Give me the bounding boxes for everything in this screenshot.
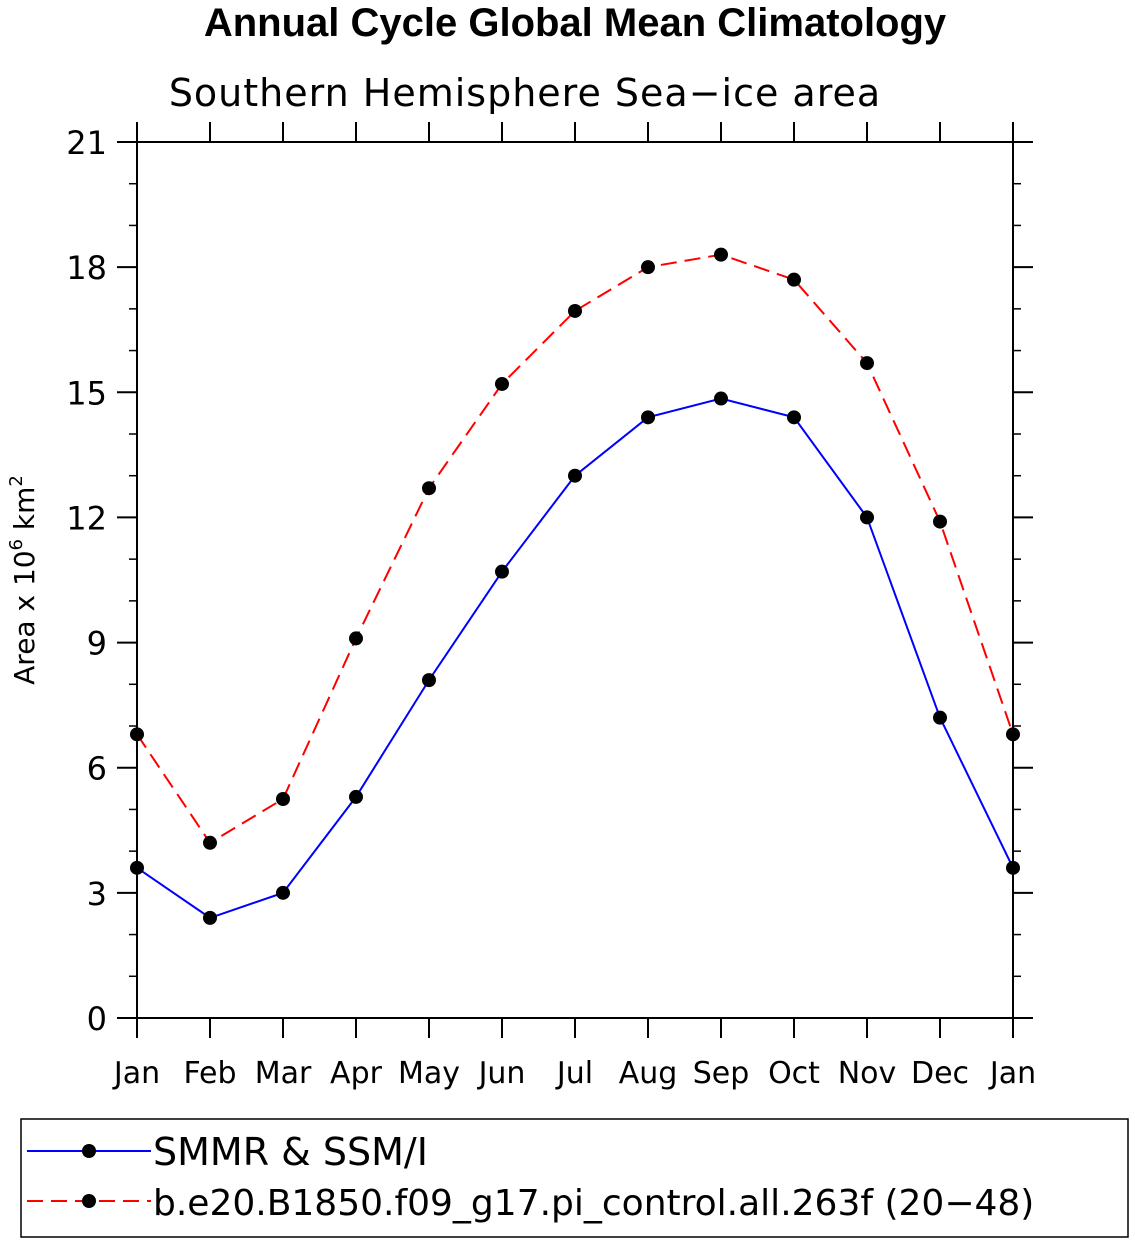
point-s1-2 (276, 792, 290, 806)
x-tick-label: Aug (619, 1056, 678, 1091)
x-tick-label: Feb (183, 1056, 236, 1091)
point-s0-6 (568, 468, 582, 483)
legend-box (20, 1118, 1129, 1238)
y-tick-label: 6 (87, 750, 107, 788)
x-tick-label: Jun (477, 1056, 526, 1091)
point-s1-9 (787, 272, 801, 287)
x-tick-label: Jan (988, 1056, 1036, 1091)
point-s0-4 (422, 673, 436, 688)
point-s1-4 (422, 481, 436, 496)
y-tick-label: 21 (66, 124, 107, 162)
chart-title: Annual Cycle Global Mean Climatology (203, 1, 947, 45)
point-s0-11 (933, 710, 947, 725)
plot-frame (136, 141, 1014, 1019)
point-s1-10 (860, 356, 874, 371)
x-tick-label: Nov (838, 1056, 897, 1091)
x-tick-label: Jul (555, 1056, 593, 1091)
point-s0-9 (787, 410, 801, 425)
y-axis-label: Area x 106 km2 (6, 475, 41, 685)
point-s1-11 (933, 514, 947, 529)
series-layer (130, 247, 1020, 925)
point-s0-7 (641, 410, 655, 425)
axes: 0 3 6 9 12 15 18 21 Jan Feb Mar Apr May Jun Jul Aug Sep O… (66, 122, 1036, 1091)
legend: SMMR & SSM/I b.e20.B1850.f09_g17.pi_cont… (20, 1118, 1129, 1238)
point-s1-5 (495, 376, 509, 391)
point-s1-6 (568, 303, 582, 318)
point-s0-3 (349, 789, 363, 804)
point-s0-8 (714, 391, 728, 406)
series-line-1 (136, 253, 1014, 845)
y-tick-label: 0 (87, 1000, 107, 1038)
legend-item-0: SMMR & SSM/I (27, 1130, 428, 1174)
legend-label-1: b.e20.B1850.f09_g17.pi_control.all.263f … (153, 1183, 1034, 1224)
legend-label-0: SMMR & SSM/I (153, 1130, 428, 1174)
point-s0-5 (495, 564, 509, 579)
legend-marker-0 (82, 1144, 96, 1158)
x-tick-label: Dec (911, 1056, 969, 1091)
x-tick-label: May (398, 1056, 460, 1091)
y-tick-label: 3 (87, 875, 107, 913)
point-s0-2 (276, 885, 290, 900)
legend-marker-1 (82, 1194, 96, 1208)
point-s0-10 (860, 510, 874, 525)
point-s1-1 (203, 835, 217, 850)
point-s1-8 (714, 247, 728, 262)
x-tick-label: Mar (255, 1056, 312, 1091)
x-tick-label: Oct (768, 1056, 820, 1091)
y-tick-label: 12 (66, 499, 107, 537)
point-s1-3 (349, 631, 363, 646)
x-tick-label: Apr (330, 1056, 383, 1091)
y-tick-label: 15 (66, 374, 107, 412)
chart-subtitle: Southern Hemisphere Sea−ice area (169, 71, 881, 115)
y-tick-label: 9 (87, 625, 107, 663)
x-tick-label: Jan (112, 1056, 160, 1091)
x-tick-label: Sep (693, 1056, 750, 1091)
y-tick-label: 18 (66, 249, 107, 287)
legend-item-1: b.e20.B1850.f09_g17.pi_control.all.263f … (27, 1183, 1034, 1224)
point-s1-7 (641, 260, 655, 275)
point-s0-1 (203, 910, 217, 925)
